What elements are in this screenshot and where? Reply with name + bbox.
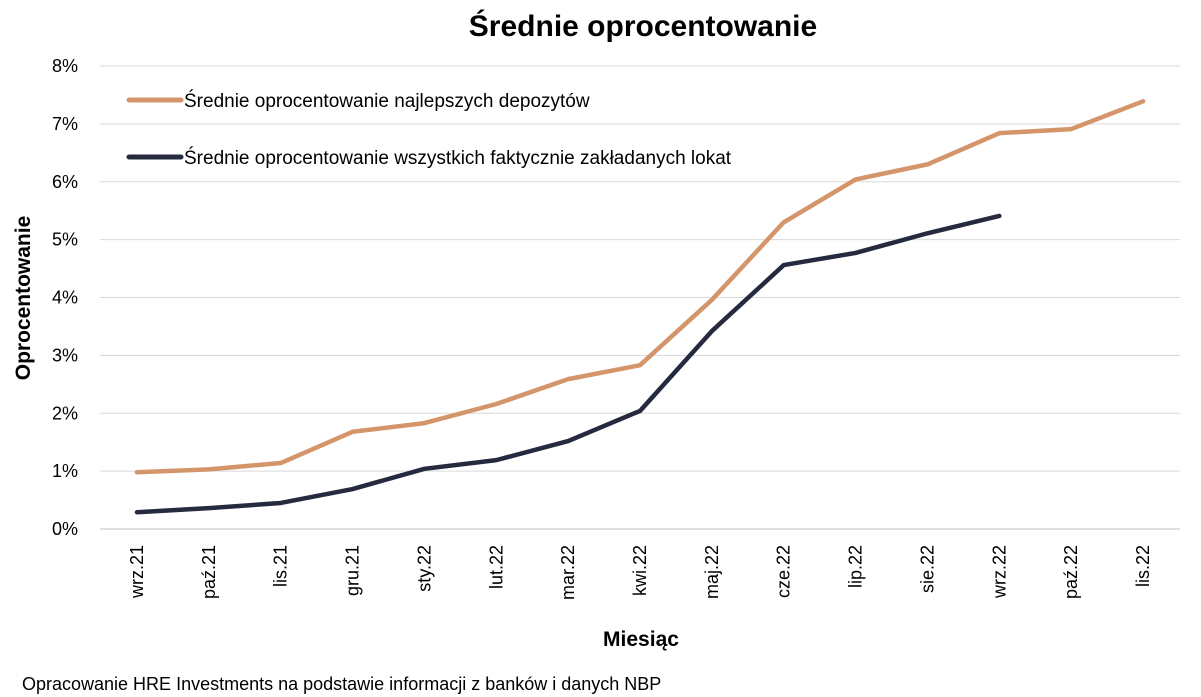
x-tick-label: maj.22 (702, 545, 722, 599)
legend-label: Średnie oprocentowanie najlepszych depoz… (184, 90, 590, 112)
y-tick-label: 3% (52, 345, 78, 365)
y-tick-label: 7% (52, 114, 78, 134)
y-axis-label: Oprocentowanie (12, 216, 35, 381)
x-tick-label: paź.21 (199, 545, 219, 599)
x-tick-label: mar.22 (558, 545, 578, 600)
y-tick-label: 1% (52, 461, 78, 481)
y-tick-label: 6% (52, 172, 78, 192)
x-tick-label: lip.22 (846, 545, 866, 588)
y-tick-label: 5% (52, 230, 78, 250)
x-tick-label: wrz.22 (989, 545, 1009, 599)
x-tick-label: lis.22 (1133, 545, 1153, 587)
y-tick-label: 4% (52, 288, 78, 308)
x-tick-label: sty.22 (414, 545, 434, 592)
y-tick-label: 0% (52, 519, 78, 539)
x-tick-label: lis.21 (271, 545, 291, 587)
series-line-2 (134, 213, 1002, 515)
x-tick-label: paź.22 (1061, 545, 1081, 599)
y-tick-label: 2% (52, 403, 78, 423)
legend-label: Średnie oprocentowanie wszystkich faktyc… (184, 147, 732, 169)
chart-title: Średnie oprocentowanie (469, 9, 817, 43)
x-tick-label: lut.22 (486, 545, 506, 589)
x-tick-label: kwi.22 (630, 545, 650, 596)
y-tick-label: 8% (52, 56, 78, 76)
x-tick-label: wrz.21 (127, 545, 147, 599)
x-axis-label: Miesiąc (603, 628, 679, 651)
x-tick-label: sie.22 (917, 545, 937, 593)
footnote: Opracowanie HRE Investments na podstawie… (22, 674, 661, 694)
x-tick-label: gru.21 (343, 545, 363, 596)
x-tick-label: cze.22 (774, 545, 794, 598)
